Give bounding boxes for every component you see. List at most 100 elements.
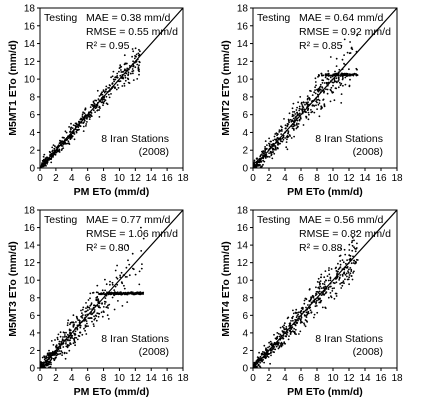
data-point bbox=[323, 104, 326, 107]
y-tick-label: 4 bbox=[242, 128, 248, 139]
data-point bbox=[261, 150, 263, 153]
data-point bbox=[327, 288, 330, 290]
data-point bbox=[301, 110, 304, 112]
data-point bbox=[105, 95, 108, 98]
data-point bbox=[47, 362, 50, 365]
data-point bbox=[268, 352, 271, 355]
data-point bbox=[303, 101, 305, 104]
data-point bbox=[316, 281, 319, 283]
data-point bbox=[343, 248, 346, 251]
data-point bbox=[94, 314, 97, 317]
data-point bbox=[341, 58, 344, 61]
data-point bbox=[330, 86, 333, 89]
data-point bbox=[78, 120, 80, 123]
data-point bbox=[92, 323, 95, 325]
data-point bbox=[311, 104, 314, 107]
data-point bbox=[279, 326, 282, 329]
data-point bbox=[119, 292, 122, 295]
data-point bbox=[69, 331, 71, 334]
data-point bbox=[296, 122, 298, 125]
data-point bbox=[63, 137, 65, 139]
data-point bbox=[77, 334, 80, 337]
data-point bbox=[325, 88, 327, 91]
x-tick-label: 16 bbox=[162, 173, 174, 184]
data-point bbox=[139, 50, 141, 53]
data-point bbox=[320, 108, 322, 110]
data-point bbox=[111, 292, 114, 294]
data-point bbox=[95, 106, 98, 109]
stat-line: RMSE = 0.92 mm/d bbox=[299, 26, 391, 38]
data-point bbox=[318, 301, 321, 304]
data-point bbox=[95, 299, 98, 302]
x-tick-label: 8 bbox=[101, 173, 107, 184]
data-point bbox=[318, 298, 321, 301]
data-point bbox=[303, 322, 305, 325]
x-axis-title: PM ETo (mm/d) bbox=[74, 386, 150, 398]
data-point bbox=[274, 133, 277, 135]
data-point bbox=[75, 122, 78, 125]
data-point bbox=[329, 292, 332, 294]
data-point bbox=[348, 68, 350, 71]
x-tick-label: 16 bbox=[162, 373, 174, 384]
data-point bbox=[89, 313, 92, 315]
x-tick-label: 18 bbox=[177, 373, 189, 384]
data-point bbox=[132, 268, 135, 271]
data-point bbox=[300, 108, 302, 111]
data-point bbox=[301, 306, 304, 309]
data-point bbox=[111, 281, 114, 284]
data-point bbox=[273, 333, 275, 336]
data-point bbox=[277, 342, 280, 345]
testing-label: Testing bbox=[257, 214, 290, 226]
data-point bbox=[348, 268, 350, 271]
data-point bbox=[292, 102, 295, 105]
station-note: (2008) bbox=[139, 346, 169, 358]
data-point bbox=[283, 330, 285, 333]
data-point bbox=[270, 349, 273, 352]
data-point bbox=[318, 281, 321, 284]
data-point bbox=[81, 113, 84, 116]
stat-line: RMSE = 0.55 mm/d bbox=[86, 26, 178, 38]
x-tick-label: 4 bbox=[69, 173, 75, 184]
data-point bbox=[98, 109, 101, 111]
y-axis-title: M5MT2 ETo (mm/d) bbox=[220, 40, 232, 135]
data-point bbox=[341, 275, 344, 277]
data-point bbox=[286, 138, 288, 141]
data-point bbox=[335, 281, 338, 284]
data-point bbox=[83, 112, 86, 114]
data-point bbox=[297, 313, 299, 316]
data-point bbox=[87, 309, 89, 312]
data-point bbox=[335, 292, 338, 295]
data-point bbox=[66, 324, 69, 327]
data-point bbox=[351, 278, 354, 281]
data-point bbox=[315, 302, 317, 305]
data-point bbox=[290, 331, 293, 333]
data-point bbox=[126, 301, 129, 303]
data-point bbox=[84, 314, 87, 317]
y-tick-label: 2 bbox=[242, 146, 248, 157]
data-point bbox=[325, 82, 328, 85]
x-axis-title: PM ETo (mm/d) bbox=[287, 186, 363, 198]
data-point bbox=[49, 151, 52, 154]
data-point bbox=[296, 119, 299, 122]
data-point bbox=[90, 115, 93, 118]
data-point bbox=[333, 287, 335, 289]
data-point bbox=[73, 339, 76, 342]
data-point bbox=[116, 84, 119, 86]
data-point bbox=[327, 286, 330, 289]
data-point bbox=[138, 61, 141, 64]
data-point bbox=[128, 263, 131, 266]
data-point bbox=[82, 130, 85, 133]
data-point bbox=[351, 236, 354, 239]
data-point bbox=[98, 95, 101, 97]
data-point bbox=[86, 322, 88, 325]
data-point bbox=[349, 255, 352, 257]
data-point bbox=[314, 305, 317, 308]
data-point bbox=[320, 299, 323, 302]
y-axis-title: M5MT3 ETo (mm/d) bbox=[7, 241, 19, 336]
data-point bbox=[108, 96, 111, 99]
data-point bbox=[319, 285, 322, 288]
data-point bbox=[98, 312, 101, 315]
data-point bbox=[310, 311, 313, 314]
data-point bbox=[124, 62, 127, 65]
data-point bbox=[329, 277, 332, 280]
